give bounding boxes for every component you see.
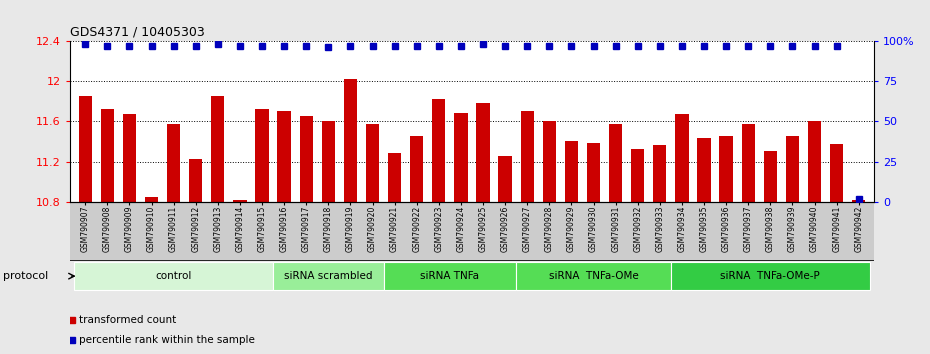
- Bar: [698, 138, 711, 202]
- Bar: [852, 200, 865, 202]
- Text: siRNA  TNFa-OMe: siRNA TNFa-OMe: [549, 271, 638, 281]
- Bar: [79, 96, 92, 202]
- Bar: [786, 136, 799, 202]
- Bar: [100, 109, 114, 202]
- Bar: [741, 124, 755, 202]
- Bar: [167, 124, 180, 202]
- Bar: [383, 262, 516, 290]
- Text: siRNA  TNFa-OMe-P: siRNA TNFa-OMe-P: [721, 271, 820, 281]
- Bar: [565, 141, 578, 202]
- Bar: [830, 144, 844, 202]
- Bar: [671, 262, 870, 290]
- Bar: [476, 103, 490, 202]
- Bar: [365, 124, 379, 202]
- Bar: [521, 111, 534, 202]
- Text: transformed count: transformed count: [79, 315, 177, 325]
- Bar: [189, 160, 203, 202]
- Text: siRNA scrambled: siRNA scrambled: [284, 271, 373, 281]
- Bar: [631, 149, 644, 202]
- Bar: [388, 154, 401, 202]
- Bar: [808, 121, 821, 202]
- Text: siRNA TNFa: siRNA TNFa: [420, 271, 479, 281]
- Bar: [273, 262, 383, 290]
- Bar: [344, 79, 357, 202]
- Text: GDS4371 / 10405303: GDS4371 / 10405303: [70, 25, 205, 38]
- Bar: [432, 99, 445, 202]
- Bar: [653, 145, 667, 202]
- Bar: [410, 136, 423, 202]
- Bar: [543, 121, 556, 202]
- Bar: [123, 114, 136, 202]
- Bar: [454, 113, 468, 202]
- Bar: [233, 200, 246, 202]
- Bar: [256, 109, 269, 202]
- Bar: [74, 262, 273, 290]
- Bar: [609, 124, 622, 202]
- Bar: [720, 136, 733, 202]
- Bar: [322, 121, 335, 202]
- Text: control: control: [155, 271, 192, 281]
- Bar: [145, 197, 158, 202]
- Bar: [587, 143, 600, 202]
- Bar: [498, 156, 512, 202]
- Text: protocol: protocol: [3, 271, 48, 281]
- Bar: [277, 111, 291, 202]
- Bar: [675, 114, 688, 202]
- Bar: [516, 262, 671, 290]
- Text: percentile rank within the sample: percentile rank within the sample: [79, 335, 256, 346]
- Bar: [764, 152, 777, 202]
- Bar: [211, 96, 224, 202]
- Bar: [299, 116, 312, 202]
